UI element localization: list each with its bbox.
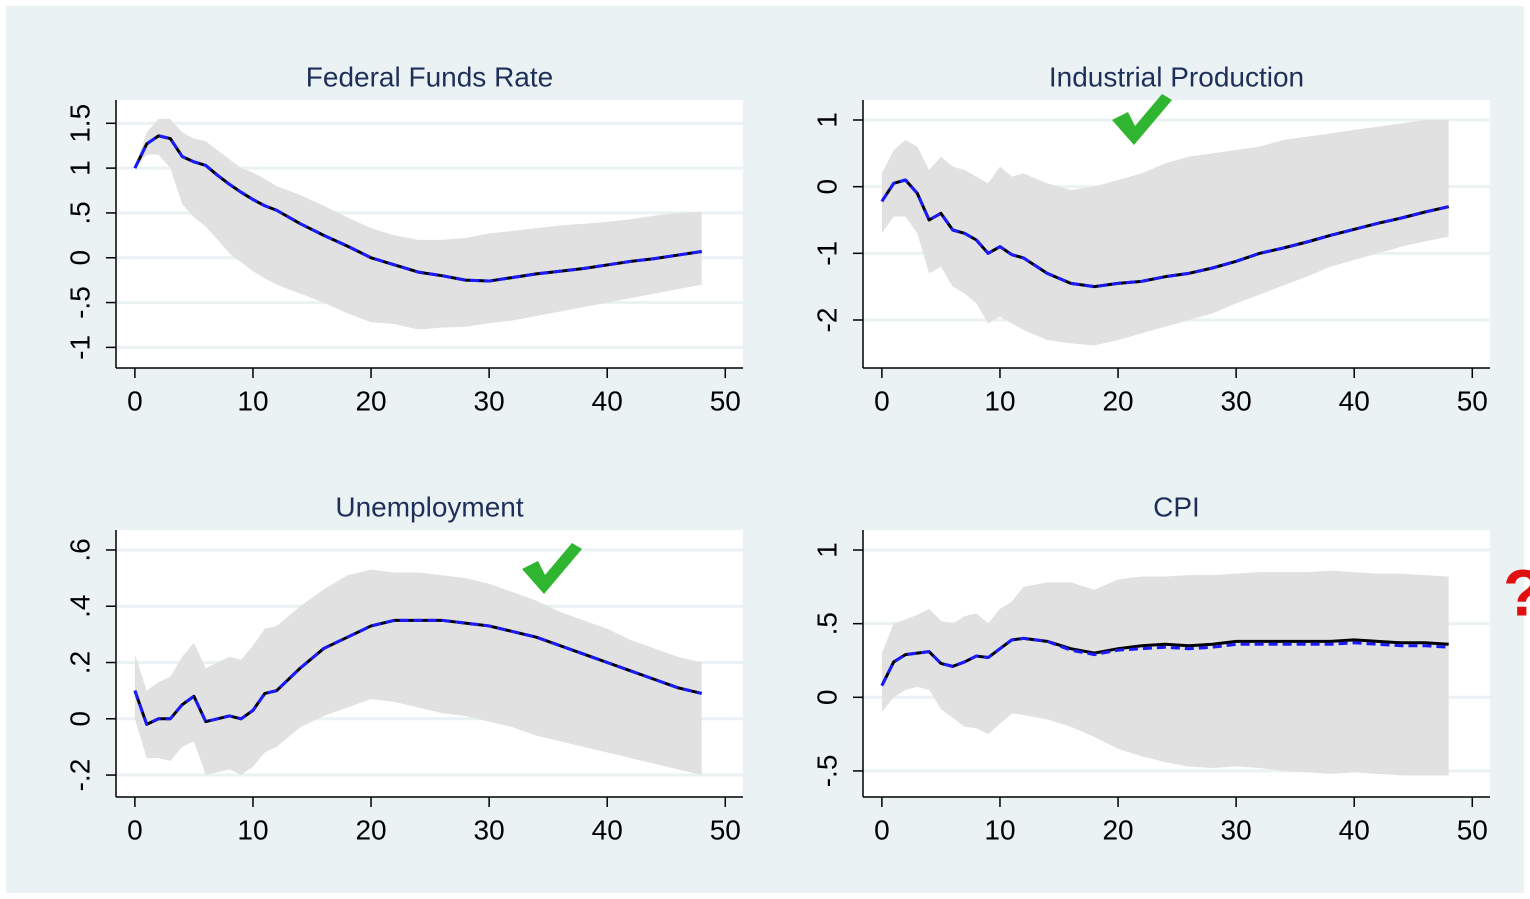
x-tick-label: 20 (355, 814, 386, 845)
x-tick-label: 10 (984, 814, 1015, 845)
y-tick-label: -2 (811, 308, 842, 333)
y-tick-label: -.5 (811, 755, 842, 788)
y-tick-label: -1 (811, 241, 842, 266)
x-tick-label: 10 (237, 385, 268, 416)
x-tick-label: 30 (474, 814, 505, 845)
y-tick-label: .2 (64, 651, 95, 674)
y-tick-label: 0 (64, 711, 95, 727)
series-line (880, 636, 1449, 687)
y-tick-label: .5 (64, 201, 95, 224)
x-tick-label: 20 (1102, 814, 1133, 845)
series-line (880, 178, 1450, 289)
chart-title: CPI (1153, 491, 1200, 522)
y-tick-label: 1 (811, 542, 842, 558)
confidence-band (881, 120, 1449, 346)
confidence-band (134, 118, 702, 330)
y-tick-label: 1.5 (64, 104, 95, 143)
y-tick-label: 1 (811, 112, 842, 128)
x-tick-label: 30 (474, 385, 505, 416)
x-tick-label: 50 (710, 385, 741, 416)
x-tick-label: 0 (874, 814, 890, 845)
confidence-band (134, 569, 702, 776)
y-tick-label: 0 (811, 179, 842, 195)
y-tick-label: -.5 (64, 286, 95, 319)
x-tick-label: 10 (984, 385, 1015, 416)
y-tick-label: -1 (64, 335, 95, 360)
x-tick-label: 0 (874, 385, 890, 416)
x-tick-label: 30 (1221, 385, 1252, 416)
confidence-band (881, 570, 1449, 776)
x-tick-label: 20 (355, 385, 386, 416)
checkmark-icon (522, 543, 582, 594)
y-tick-label: .6 (64, 538, 95, 561)
x-tick-label: 20 (1102, 385, 1133, 416)
chart-title: Federal Funds Rate (306, 61, 553, 92)
x-tick-label: 50 (1457, 814, 1488, 845)
y-tick-label: .5 (811, 612, 842, 635)
chart-title: Industrial Production (1049, 61, 1304, 92)
y-tick-label: -.2 (64, 759, 95, 792)
x-tick-label: 10 (237, 814, 268, 845)
x-tick-label: 50 (1457, 385, 1488, 416)
x-tick-label: 0 (127, 385, 143, 416)
annotation: ? (1503, 555, 1530, 629)
x-tick-label: 50 (710, 814, 741, 845)
x-tick-label: 40 (1339, 385, 1370, 416)
series-line (133, 134, 702, 283)
x-tick-label: 40 (592, 385, 623, 416)
y-tick-label: 0 (64, 250, 95, 266)
series-line (133, 618, 703, 726)
y-tick-label: 0 (811, 690, 842, 706)
x-tick-label: 0 (127, 814, 143, 845)
checkmark-icon (1112, 94, 1172, 145)
x-tick-label: 40 (1339, 814, 1370, 845)
y-tick-label: 1 (64, 160, 95, 176)
x-tick-label: 30 (1221, 814, 1252, 845)
chart-title: Unemployment (335, 491, 524, 522)
y-tick-label: .4 (64, 595, 95, 618)
x-tick-label: 40 (592, 814, 623, 845)
plots: Federal Funds Rate-1-.50.511.50 10 20 30 40 5… (64, 61, 1490, 845)
